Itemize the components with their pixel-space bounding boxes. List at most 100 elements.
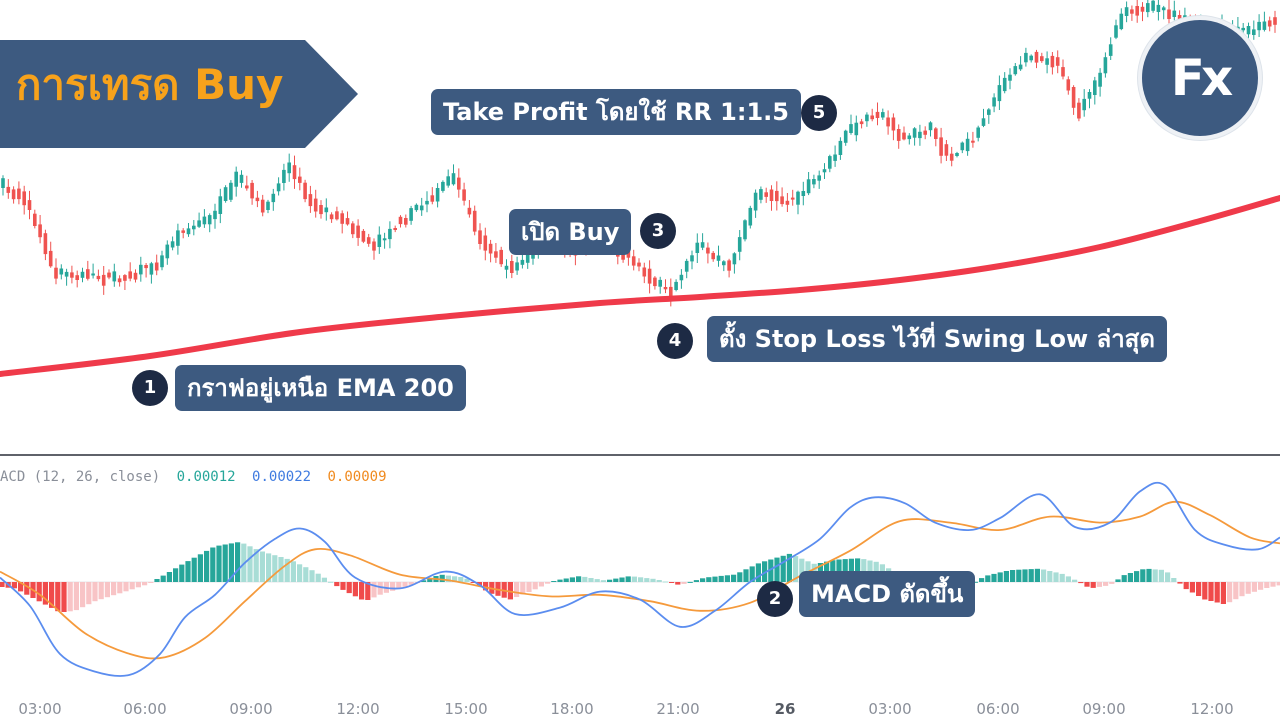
histogram-bar bbox=[793, 556, 799, 582]
histogram-bar bbox=[24, 582, 30, 595]
candle bbox=[812, 179, 816, 185]
candle bbox=[1114, 25, 1118, 38]
candle bbox=[700, 242, 705, 248]
candle bbox=[653, 277, 657, 287]
candle bbox=[112, 271, 117, 282]
candle bbox=[298, 176, 302, 183]
candle bbox=[441, 181, 445, 191]
candle bbox=[91, 273, 95, 276]
histogram-bar bbox=[700, 578, 706, 582]
candle bbox=[59, 268, 64, 275]
candle bbox=[1066, 79, 1071, 91]
histogram-bar bbox=[507, 582, 513, 600]
histogram-bar bbox=[259, 551, 265, 582]
candle bbox=[928, 122, 933, 131]
candle bbox=[828, 156, 832, 169]
candle bbox=[107, 272, 111, 278]
histogram-bar bbox=[1109, 582, 1115, 584]
candle bbox=[881, 112, 885, 118]
histogram-bar bbox=[80, 582, 86, 608]
candle bbox=[743, 220, 747, 240]
candle bbox=[144, 265, 148, 269]
candle bbox=[377, 234, 382, 247]
candle bbox=[934, 128, 938, 139]
candle bbox=[716, 255, 721, 261]
candle bbox=[1040, 56, 1044, 62]
candle bbox=[780, 196, 784, 205]
histogram-bar bbox=[619, 577, 625, 582]
candle bbox=[833, 154, 837, 161]
macd-legend-signal-value: 0.00022 bbox=[252, 469, 312, 485]
candle bbox=[329, 214, 334, 220]
histogram-bar bbox=[315, 573, 321, 582]
candle bbox=[54, 267, 58, 279]
histogram-bar bbox=[1140, 569, 1146, 582]
candle bbox=[6, 186, 11, 193]
histogram-bar bbox=[247, 546, 253, 582]
histogram-bar bbox=[737, 572, 743, 582]
candle bbox=[287, 162, 291, 174]
histogram-bar bbox=[768, 559, 774, 582]
candle bbox=[1262, 21, 1267, 30]
candle bbox=[849, 124, 853, 133]
histogram-bar bbox=[86, 582, 92, 605]
candle bbox=[997, 85, 1002, 102]
candle bbox=[637, 262, 641, 267]
candle bbox=[1140, 6, 1145, 12]
candle bbox=[790, 197, 795, 200]
histogram-bar bbox=[1152, 569, 1158, 582]
x-tick-label: 03:00 bbox=[18, 700, 62, 718]
candle bbox=[1, 178, 5, 188]
candle bbox=[838, 140, 843, 155]
histogram-bar bbox=[439, 574, 445, 582]
histogram-bar bbox=[656, 580, 662, 582]
candle bbox=[239, 174, 244, 183]
histogram-bar bbox=[638, 577, 644, 582]
candle bbox=[1029, 55, 1033, 61]
candle bbox=[769, 189, 774, 201]
histogram-bar bbox=[1041, 569, 1047, 582]
histogram-bar bbox=[762, 561, 768, 582]
histogram-bar bbox=[117, 582, 123, 594]
candle bbox=[366, 237, 371, 244]
histogram-bar bbox=[309, 570, 315, 582]
candle bbox=[86, 269, 90, 279]
histogram-bar bbox=[1183, 582, 1189, 590]
histogram-bar bbox=[1189, 582, 1195, 593]
histogram-bar bbox=[228, 543, 234, 582]
histogram-bar bbox=[625, 576, 631, 582]
annotation-take-profit: Take Profit โดยใช้ RR 1:1.5 bbox=[431, 89, 801, 135]
candle bbox=[1050, 55, 1055, 68]
candle bbox=[345, 218, 350, 225]
candle bbox=[955, 153, 959, 156]
candle bbox=[775, 190, 779, 202]
x-tick-label: 26 bbox=[774, 700, 796, 718]
candle bbox=[282, 169, 286, 183]
histogram-bar bbox=[334, 582, 340, 587]
logo-text: Fx bbox=[1170, 49, 1233, 107]
candle bbox=[912, 128, 917, 138]
candle bbox=[504, 265, 509, 270]
candle bbox=[944, 144, 949, 156]
candle bbox=[1108, 44, 1113, 56]
histogram-bar bbox=[1053, 572, 1059, 582]
candle bbox=[435, 188, 440, 202]
candle bbox=[308, 194, 313, 207]
histogram-bar bbox=[1171, 578, 1177, 582]
histogram-bar bbox=[359, 582, 365, 600]
histogram-bar bbox=[1034, 568, 1040, 582]
histogram-bar bbox=[179, 564, 185, 582]
candle bbox=[128, 271, 132, 279]
candle bbox=[1077, 102, 1081, 119]
histogram-bar bbox=[0, 582, 5, 587]
histogram-bar bbox=[1065, 576, 1071, 582]
histogram-bar bbox=[1115, 579, 1121, 582]
x-tick-label: 18:00 bbox=[550, 700, 594, 718]
histogram-bar bbox=[160, 575, 166, 582]
candle bbox=[987, 109, 991, 115]
histogram-bar bbox=[36, 582, 42, 602]
histogram-bar bbox=[49, 582, 55, 608]
histogram-bar bbox=[576, 576, 582, 582]
histogram-bar bbox=[520, 582, 526, 595]
